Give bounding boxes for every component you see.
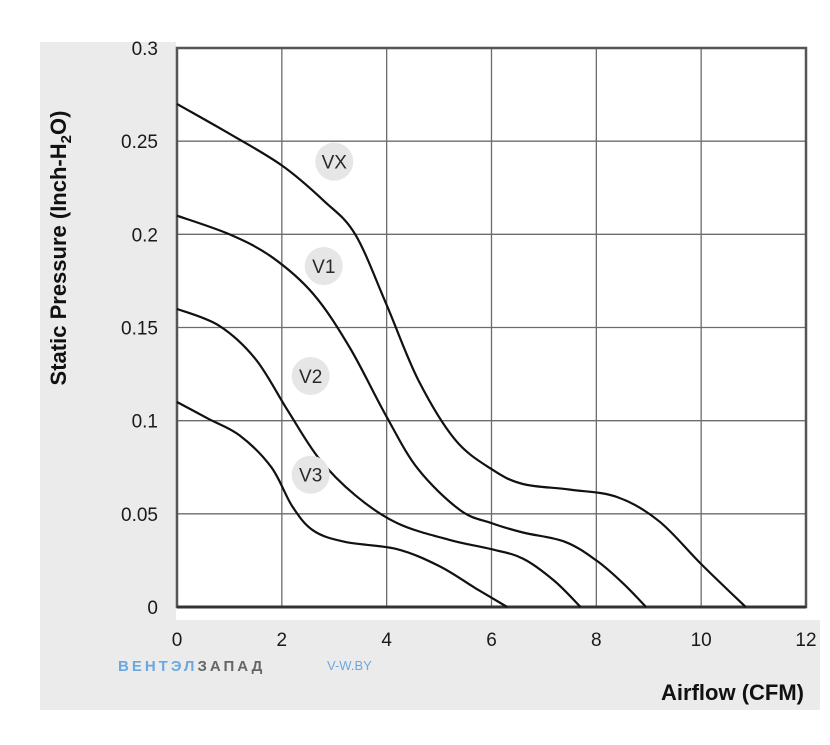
- x-tick-label: 2: [277, 630, 288, 651]
- y-tick-labels: 0 0.05 0.1 0.15 0.2 0.25 0.3: [121, 39, 158, 619]
- x-axis-band: [40, 620, 820, 710]
- x-tick-label: 0: [172, 630, 183, 651]
- y-tick-label: 0.1: [132, 412, 158, 433]
- y-tick-label: 0.15: [121, 319, 158, 340]
- x-axis-title: Airflow (CFM): [661, 680, 804, 705]
- series-label-badge-v1: [304, 247, 343, 286]
- curves: [176, 102, 747, 608]
- x-tick-label: 12: [795, 630, 816, 651]
- series-label-v3: V3: [299, 466, 322, 487]
- series-label-badge-v3: [291, 455, 330, 494]
- series-label-badge-vx: [315, 142, 354, 181]
- x-tick-label: 6: [486, 630, 497, 651]
- x-tick-labels: 0 2 4 6 8 10 12: [172, 630, 817, 651]
- series-label-v2: V2: [299, 367, 322, 388]
- y-tick-label: 0: [147, 598, 158, 619]
- series-label-badge-v2: [291, 356, 330, 395]
- x-tick-label: 10: [691, 630, 712, 651]
- series-label-vx: VX: [322, 153, 348, 174]
- y-axis-band: [40, 42, 176, 710]
- watermark-site: V-W.BY: [327, 658, 372, 673]
- x-tick-label: 8: [591, 630, 602, 651]
- series-label-v1: V1: [312, 257, 335, 278]
- plot-frame: [175, 46, 808, 609]
- y-tick-label: 0.2: [132, 225, 158, 246]
- series-line-v2: [176, 307, 582, 608]
- series-line-v1: [176, 214, 647, 608]
- x-tick-label: 4: [381, 630, 392, 651]
- watermark-brand: ВЕНТЭЛЗАПАД: [118, 658, 265, 675]
- curve-labels: VX V1 V2 V3: [291, 142, 354, 494]
- series-line-v3: [176, 401, 508, 608]
- y-tick-label: 0.05: [121, 505, 158, 526]
- series-line-vx: [176, 102, 747, 608]
- y-tick-label: 0.25: [121, 132, 158, 153]
- y-axis-title: Static Pressure (Inch-H2O): [46, 111, 75, 386]
- y-tick-label: 0.3: [132, 39, 158, 60]
